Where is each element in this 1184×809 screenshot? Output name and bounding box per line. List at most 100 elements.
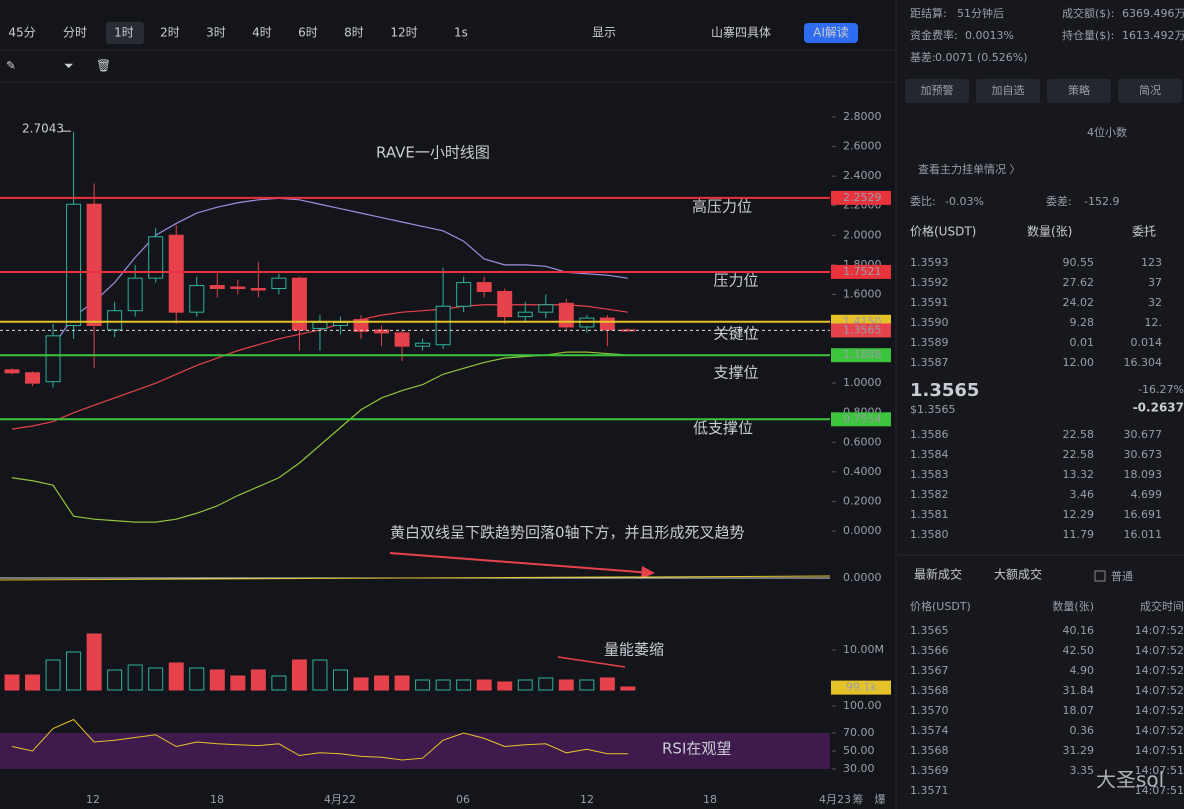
annotation-arrow — [557, 656, 626, 668]
panel-button[interactable]: 加预警 — [921, 83, 954, 97]
interval-tab[interactable]: 45分 — [8, 26, 35, 40]
orderbook-cell: 1.3592 — [910, 276, 949, 289]
trade-tab[interactable]: 最新成交 — [914, 567, 962, 582]
candle-body — [312, 322, 328, 329]
candle-body — [189, 285, 205, 313]
orderbook-cell: 22.58 — [1063, 428, 1095, 441]
trade-header: 价格(USDT) — [910, 599, 971, 613]
orderbook-cell: 9.28 — [1070, 316, 1095, 329]
trade-qty: 4.90 — [1070, 664, 1095, 677]
second-tab[interactable]: 1s — [454, 26, 468, 40]
arrow-head — [641, 566, 655, 579]
interval-tab[interactable]: 2时 — [160, 26, 180, 40]
trade-filter[interactable]: 普通 — [1111, 569, 1133, 583]
volume-bar — [620, 686, 636, 691]
orderbook-cell: 12.00 — [1063, 356, 1095, 369]
volume-bar — [538, 677, 554, 691]
orderbook-cell: 24.02 — [1063, 296, 1095, 309]
x-tick-label: 18 — [210, 793, 224, 806]
filter-box — [1094, 570, 1106, 582]
diff: -152.9 — [1084, 195, 1119, 208]
chart-title: RAVE一小时线图 — [376, 144, 490, 162]
stat-value: 0.0071 (0.526%) — [935, 51, 1028, 64]
candle-body — [66, 203, 82, 326]
candle-body — [435, 305, 451, 346]
interval-tab[interactable]: 12时 — [390, 26, 417, 40]
ai-button[interactable]: AI解读 — [813, 26, 849, 40]
x-tick-label: 12 — [580, 793, 594, 806]
candle-body — [148, 236, 164, 279]
y-tick-label: 2.4000 — [843, 169, 882, 182]
orderbook-cell: 1.3586 — [910, 428, 949, 441]
y-tick-label: 70.00 — [843, 726, 875, 739]
stat-value: 6369.496万 — [1122, 7, 1184, 20]
candle-body — [497, 290, 513, 318]
orderbook-cell: 1.3589 — [910, 336, 949, 349]
trade-qty: 40.16 — [1063, 624, 1095, 637]
candle-body — [291, 277, 307, 331]
volume-bar — [189, 667, 205, 691]
rsi-band — [0, 733, 830, 769]
interval-tab[interactable]: 6时 — [298, 26, 318, 40]
volume-bar — [148, 667, 164, 691]
panel-button-bg — [1047, 79, 1111, 103]
volume-bar — [435, 679, 451, 691]
display-toggle[interactable]: 显示 — [592, 26, 616, 40]
interval-tab[interactable]: 3时 — [206, 26, 226, 40]
orderbook-cell: 18.093 — [1124, 468, 1163, 481]
orderbook-cell: 12. — [1145, 316, 1163, 329]
x-tick-label: 06 — [456, 793, 470, 806]
panel-button-bg — [1118, 79, 1182, 103]
candle-body — [353, 319, 369, 332]
trade-time: 14:07:52 — [1135, 684, 1184, 697]
trade-price: 1.3566 — [910, 644, 949, 657]
level-badge-bg — [831, 348, 891, 363]
y-tick-label: 1.0000 — [843, 376, 882, 389]
level-badge-bg — [831, 412, 891, 427]
orderbook-cell: 1.3582 — [910, 488, 949, 501]
diff-label: 委差: — [1046, 194, 1072, 208]
trade-qty: 18.07 — [1063, 704, 1095, 717]
side-button[interactable]: 筹 — [853, 792, 864, 806]
side-button[interactable]: 爆 — [875, 792, 886, 806]
precision-select[interactable]: 4位小数 — [1087, 125, 1127, 139]
interval-tab[interactable]: 1时 — [114, 26, 134, 40]
orderbook-cell: 13.32 — [1063, 468, 1095, 481]
interval-tab[interactable]: 分时 — [63, 26, 87, 40]
interval-tab[interactable]: 4时 — [252, 26, 272, 40]
side-panel — [898, 0, 1184, 809]
panel-button[interactable]: 加自选 — [992, 84, 1025, 97]
trade-qty: 0.36 — [1070, 724, 1095, 737]
level-label: 关键位 — [713, 324, 758, 342]
trade-price: 1.3568 — [910, 744, 949, 757]
orderbook-cell: 1.3591 — [910, 296, 949, 309]
tool-icon[interactable]: ✎ — [6, 59, 16, 73]
stat-label: 持仓量($): — [1062, 28, 1114, 42]
orderbook-cell: 123 — [1141, 256, 1162, 269]
panel-button[interactable]: 简况 — [1139, 83, 1161, 97]
trade-tab[interactable]: 大额成交 — [994, 567, 1042, 582]
volume-bar — [168, 662, 184, 691]
tool-icon[interactable]: 🗑 — [96, 59, 111, 73]
indicator-set[interactable]: 山寨四具体 — [711, 25, 771, 40]
level-label: 高压力位 — [692, 197, 752, 215]
interval-tab[interactable]: 8时 — [344, 26, 364, 40]
tool-icon[interactable]: ⏷ — [63, 59, 74, 73]
candle-body — [374, 329, 390, 334]
orderbook-header: 数量(张) — [1027, 224, 1072, 239]
last-price-bg — [831, 323, 891, 338]
volume-badge: 99.1k — [846, 681, 877, 694]
panel-button[interactable]: 策略 — [1068, 83, 1090, 97]
stat-label: 距结算: — [910, 6, 947, 20]
active-interval — [106, 22, 144, 44]
level-badge-bg — [831, 190, 891, 205]
main-orders-link[interactable]: 查看主力挂单情况 〉 — [918, 162, 1021, 176]
volume-bar — [86, 633, 102, 691]
last-usd: $1.3565 — [910, 403, 956, 416]
trade-price: 1.3569 — [910, 764, 949, 777]
orderbook-cell: 1.3584 — [910, 448, 949, 461]
candle-body — [558, 302, 574, 328]
volume-bar — [353, 677, 369, 691]
